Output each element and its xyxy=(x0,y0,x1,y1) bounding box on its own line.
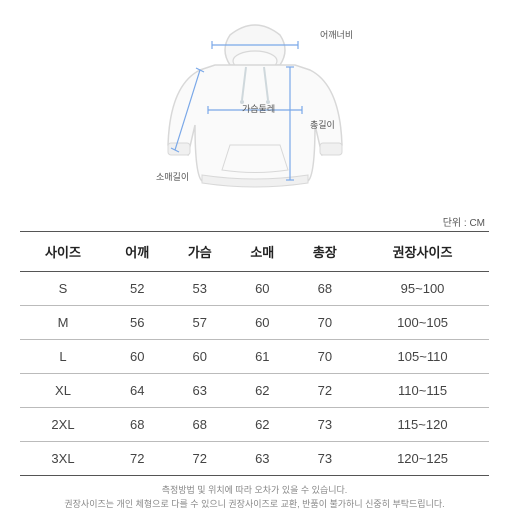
table-cell: 70 xyxy=(294,306,357,340)
table-cell: 53 xyxy=(169,272,232,306)
table-cell: 120~125 xyxy=(356,442,489,476)
table-row: 2XL68686273115~120 xyxy=(20,408,489,442)
label-chest: 가슴둘레 xyxy=(242,102,275,115)
table-cell: 62 xyxy=(231,408,294,442)
col-length: 총장 xyxy=(294,232,357,272)
label-shoulder: 어깨너비 xyxy=(320,28,353,41)
table-cell: 60 xyxy=(231,306,294,340)
table-cell: L xyxy=(20,340,106,374)
table-cell: 100~105 xyxy=(356,306,489,340)
table-cell: 68 xyxy=(294,272,357,306)
table-row: XL64636272110~115 xyxy=(20,374,489,408)
col-size: 사이즈 xyxy=(20,232,106,272)
hoodie-diagram: 어깨너비 가슴둘레 총길이 소매길이 xyxy=(20,10,489,210)
table-row: L60606170105~110 xyxy=(20,340,489,374)
table-cell: 2XL xyxy=(20,408,106,442)
table-cell: S xyxy=(20,272,106,306)
table-cell: 57 xyxy=(169,306,232,340)
unit-label: 단위 : CM xyxy=(20,214,485,229)
table-cell: 63 xyxy=(169,374,232,408)
label-sleeve: 소매길이 xyxy=(156,170,189,183)
table-cell: 73 xyxy=(294,408,357,442)
table-cell: 72 xyxy=(169,442,232,476)
col-chest: 가슴 xyxy=(169,232,232,272)
table-cell: M xyxy=(20,306,106,340)
footnote-line: 측정방법 및 위치에 따라 오차가 있을 수 있습니다. xyxy=(20,484,489,498)
table-cell: 64 xyxy=(106,374,169,408)
label-length: 총길이 xyxy=(310,118,335,131)
footnote: 측정방법 및 위치에 따라 오차가 있을 수 있습니다. 권장사이즈는 개인 체… xyxy=(20,484,489,511)
table-cell: 60 xyxy=(231,272,294,306)
table-cell: 68 xyxy=(106,408,169,442)
table-cell: 73 xyxy=(294,442,357,476)
table-cell: 110~115 xyxy=(356,374,489,408)
table-cell: 95~100 xyxy=(356,272,489,306)
table-cell: 72 xyxy=(294,374,357,408)
col-recommend: 권장사이즈 xyxy=(356,232,489,272)
table-cell: 115~120 xyxy=(356,408,489,442)
size-table: 사이즈 어깨 가슴 소매 총장 권장사이즈 S5253606895~100M56… xyxy=(20,231,489,476)
table-row: 3XL72726373120~125 xyxy=(20,442,489,476)
table-cell: XL xyxy=(20,374,106,408)
table-cell: 72 xyxy=(106,442,169,476)
table-cell: 3XL xyxy=(20,442,106,476)
col-sleeve: 소매 xyxy=(231,232,294,272)
table-cell: 63 xyxy=(231,442,294,476)
table-row: M56576070100~105 xyxy=(20,306,489,340)
table-cell: 62 xyxy=(231,374,294,408)
table-cell: 56 xyxy=(106,306,169,340)
table-cell: 52 xyxy=(106,272,169,306)
table-cell: 60 xyxy=(106,340,169,374)
table-cell: 70 xyxy=(294,340,357,374)
table-cell: 60 xyxy=(169,340,232,374)
table-cell: 61 xyxy=(231,340,294,374)
table-header-row: 사이즈 어깨 가슴 소매 총장 권장사이즈 xyxy=(20,232,489,272)
col-shoulder: 어깨 xyxy=(106,232,169,272)
table-row: S5253606895~100 xyxy=(20,272,489,306)
table-cell: 68 xyxy=(169,408,232,442)
table-cell: 105~110 xyxy=(356,340,489,374)
